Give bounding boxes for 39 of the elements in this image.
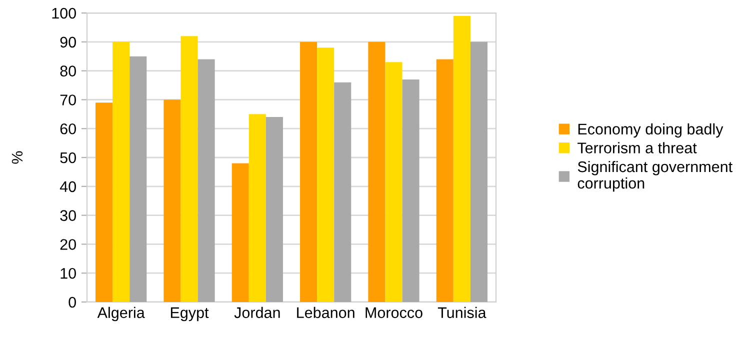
x-tick-label: Tunisia xyxy=(438,306,486,318)
legend-label: Terrorism a threat xyxy=(578,142,697,154)
y-tick-label: 100 xyxy=(52,8,76,19)
bar xyxy=(96,102,113,302)
y-tick-label: 80 xyxy=(60,66,76,76)
bar xyxy=(130,56,147,302)
legend-label: Economy doing badly xyxy=(578,123,724,138)
y-tick-label: 50 xyxy=(60,152,76,164)
legend-label: Significant government corruption xyxy=(578,160,732,192)
bar xyxy=(198,59,215,302)
y-tick-label: 90 xyxy=(60,36,76,48)
bar xyxy=(317,48,334,302)
y-tick-label: 40 xyxy=(60,181,76,192)
x-tick-label: Lebanon xyxy=(297,306,354,318)
y-tick-label: 0 xyxy=(68,296,76,308)
bar xyxy=(334,82,352,302)
y-tick-label: 70 xyxy=(60,94,76,106)
y-tick-label: 20 xyxy=(60,239,76,250)
bar xyxy=(112,42,130,302)
y-tick-label: 10 xyxy=(60,268,76,279)
y-tick-label: 60 xyxy=(60,123,76,134)
bar xyxy=(385,62,402,302)
x-tick-label: Morocco xyxy=(366,307,422,318)
x-tick-label: Jordan xyxy=(234,306,280,318)
bar xyxy=(368,42,386,302)
y-axis-title: % xyxy=(12,151,23,164)
bar xyxy=(300,42,318,302)
y-tick-label: 30 xyxy=(60,210,76,221)
bar xyxy=(180,36,198,302)
bar xyxy=(232,163,249,302)
bar xyxy=(266,117,283,302)
x-tick-label: Algeria xyxy=(97,306,145,322)
bar xyxy=(453,16,470,302)
bar xyxy=(436,59,454,302)
bar xyxy=(164,100,181,302)
bar xyxy=(248,114,266,302)
bar xyxy=(470,42,488,302)
bar xyxy=(402,79,420,302)
x-tick-label: Egypt xyxy=(170,307,209,322)
